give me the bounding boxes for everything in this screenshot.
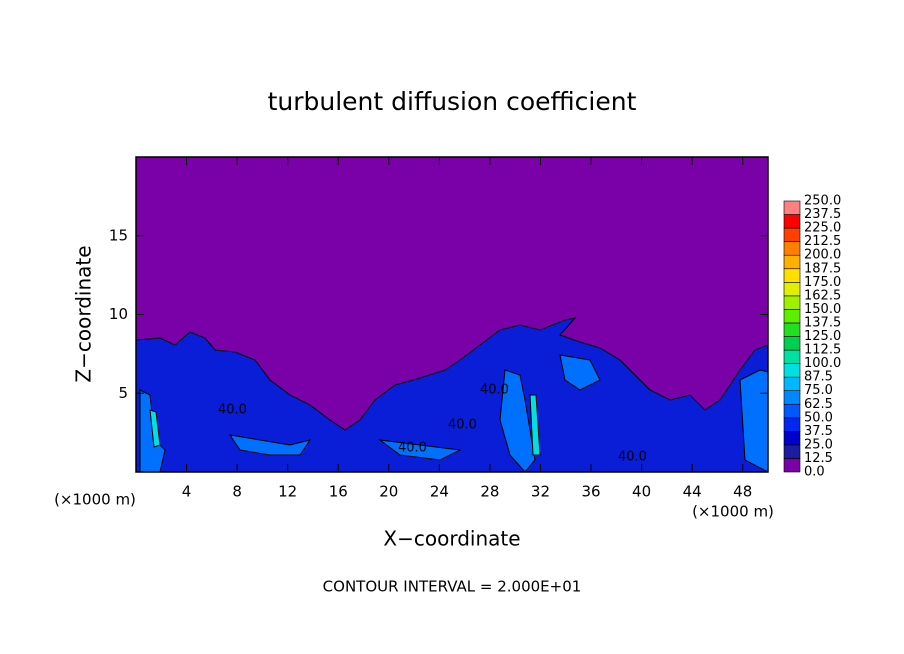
colorbar-label: 112.5 bbox=[804, 343, 841, 358]
colorbar-label: 125.0 bbox=[804, 329, 841, 344]
colorbar-label: 237.5 bbox=[804, 207, 841, 222]
colorbar-label: 187.5 bbox=[804, 261, 841, 276]
colorbar-box bbox=[783, 200, 801, 215]
x-tick-label: 8 bbox=[232, 483, 242, 501]
colorbar-label: 150.0 bbox=[804, 302, 841, 317]
y-axis-title: Z−coordinate bbox=[72, 245, 96, 382]
x-tick-label: 16 bbox=[329, 483, 348, 501]
contour-label: 40.0 bbox=[448, 418, 477, 433]
turbulent-region bbox=[136, 317, 768, 472]
colorbar-box bbox=[783, 241, 801, 256]
colorbar-box bbox=[783, 254, 801, 270]
colorbar-label: 0.0 bbox=[804, 465, 825, 480]
x-tick-label: 36 bbox=[581, 483, 600, 501]
colorbar-box bbox=[783, 444, 801, 459]
colorbar-label: 175.0 bbox=[804, 275, 841, 290]
plot-frame bbox=[135, 156, 769, 473]
x-tick-label: 40 bbox=[632, 483, 651, 501]
x-unit-label: (×1000 m) bbox=[692, 503, 774, 521]
contour-label: 40.0 bbox=[398, 441, 427, 456]
colorbar-box bbox=[783, 295, 801, 310]
x-tick-label: 20 bbox=[379, 483, 398, 501]
colorbar-label: 162.5 bbox=[804, 288, 841, 303]
colorbar-label: 37.5 bbox=[804, 424, 833, 439]
colorbar-box bbox=[783, 363, 801, 378]
colorbar-label: 12.5 bbox=[804, 451, 833, 466]
colorbar-box bbox=[783, 214, 801, 229]
colorbar-label: 87.5 bbox=[804, 370, 833, 385]
colorbar-label: 75.0 bbox=[804, 383, 833, 398]
chart-title: turbulent diffusion coefficient bbox=[268, 87, 637, 116]
contour-label: 40.0 bbox=[618, 450, 647, 465]
colorbar-label: 137.5 bbox=[804, 315, 841, 330]
contour-label: 40.0 bbox=[480, 383, 509, 398]
colorbar-label: 25.0 bbox=[804, 437, 833, 452]
colorbar-box bbox=[783, 349, 801, 364]
x-tick-label: 48 bbox=[733, 483, 752, 501]
y-tick-label: 10 bbox=[109, 305, 128, 323]
x-tick-label: 32 bbox=[531, 483, 550, 501]
colorbar-box bbox=[783, 417, 801, 432]
colorbar-box bbox=[783, 309, 801, 324]
x-tick-label: 28 bbox=[480, 483, 499, 501]
colorbar-box bbox=[783, 376, 801, 391]
colorbar-label: 100.0 bbox=[804, 356, 841, 371]
colorbar-box bbox=[783, 336, 801, 351]
y-tick-label: 15 bbox=[109, 226, 128, 244]
colorbar-label: 62.5 bbox=[804, 397, 833, 412]
footer-note: CONTOUR INTERVAL = 2.000E+01 bbox=[323, 578, 582, 596]
x-unit-label: (×1000 m) bbox=[54, 491, 136, 509]
turbulent-core bbox=[149, 394, 541, 456]
colorbar-box bbox=[783, 322, 801, 337]
colorbar-label: 225.0 bbox=[804, 221, 841, 236]
colorbar-label: 250.0 bbox=[804, 194, 841, 209]
colorbar-box bbox=[783, 458, 801, 473]
colorbar-box bbox=[783, 268, 801, 283]
colorbar-label: 200.0 bbox=[804, 248, 841, 263]
x-tick-label: 12 bbox=[278, 483, 297, 501]
x-axis-title: X−coordinate bbox=[383, 527, 520, 551]
x-tick-label: 4 bbox=[182, 483, 192, 501]
contour-label: 40.0 bbox=[218, 403, 247, 418]
colorbar-box bbox=[783, 281, 801, 297]
colorbar-label: 212.5 bbox=[804, 234, 841, 249]
turbulent-core bbox=[139, 354, 768, 472]
x-tick-label: 24 bbox=[430, 483, 449, 501]
colorbar-box bbox=[783, 403, 801, 419]
colorbar-label: 50.0 bbox=[804, 410, 833, 425]
colorbar-box bbox=[783, 390, 801, 405]
y-tick-label: 5 bbox=[118, 384, 128, 402]
x-tick-label: 44 bbox=[683, 483, 702, 501]
colorbar-box bbox=[783, 227, 801, 242]
field-shading bbox=[136, 317, 768, 472]
colorbar-box bbox=[783, 431, 801, 446]
